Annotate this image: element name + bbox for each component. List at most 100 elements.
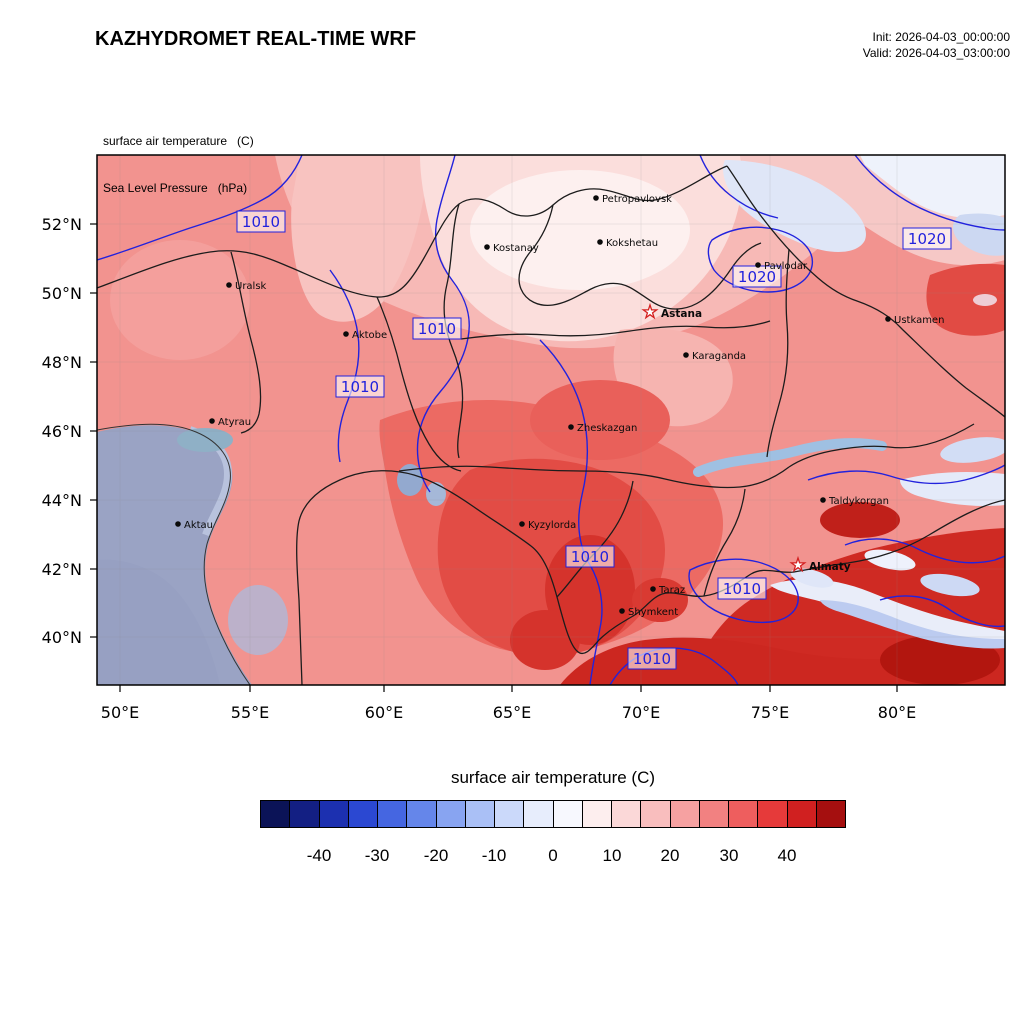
city-marker: Taldykorgan bbox=[820, 496, 889, 507]
city-dot bbox=[484, 244, 490, 250]
city-label: Zheskazgan bbox=[577, 423, 637, 434]
city-label: Uralsk bbox=[235, 281, 267, 292]
colorbar-swatch bbox=[378, 801, 408, 827]
colorbar-tick: 30 bbox=[719, 846, 739, 865]
capital-star-icon bbox=[789, 555, 807, 573]
page-title: KAZHYDROMET REAL-TIME WRF bbox=[95, 28, 417, 50]
capital-star-icon bbox=[641, 302, 659, 320]
city-marker: Pavlodar bbox=[755, 261, 808, 272]
city-marker: Aktobe bbox=[343, 330, 387, 341]
colorbar-swatch bbox=[553, 801, 583, 827]
city-marker: Karaganda bbox=[683, 351, 746, 362]
city-label: Ustkamen bbox=[894, 315, 944, 326]
isobar-contours bbox=[97, 155, 1005, 685]
colorbar-swatch bbox=[348, 801, 378, 827]
city-dot bbox=[343, 331, 349, 337]
init-label: Init: 2026-04-03_00:00:00 bbox=[872, 30, 1010, 44]
colorbar-swatch bbox=[407, 801, 437, 827]
isobar-label: 1010 bbox=[717, 577, 767, 600]
city-dot bbox=[820, 497, 826, 503]
city-marker: Aktau bbox=[175, 520, 213, 531]
city-label: Kostanay bbox=[493, 243, 539, 254]
svg-text:1020: 1020 bbox=[908, 230, 946, 248]
isobar-label: 1010 bbox=[335, 375, 385, 398]
city-dot bbox=[226, 282, 232, 288]
lat-tick-label: 44°N bbox=[42, 491, 82, 510]
city-label: Petropavlovsk bbox=[602, 194, 672, 205]
lat-tick-label: 48°N bbox=[42, 353, 82, 372]
isobar-label: 1010 bbox=[412, 317, 462, 340]
colorbar-swatch bbox=[641, 801, 671, 827]
city-label: Taldykorgan bbox=[828, 496, 889, 507]
city-marker: Taraz bbox=[650, 585, 685, 596]
city-marker: Atyrau bbox=[209, 417, 251, 428]
city-dot bbox=[597, 239, 603, 245]
svg-text:1010: 1010 bbox=[633, 650, 671, 668]
city-dot bbox=[683, 352, 689, 358]
city-marker: Kostanay bbox=[484, 243, 539, 254]
colorbar-tick: 10 bbox=[602, 846, 622, 865]
lon-tick-label: 55°E bbox=[231, 703, 269, 722]
city-label: Karaganda bbox=[692, 351, 746, 362]
colorbar-tick: 20 bbox=[660, 846, 680, 865]
colorbar-tick: -40 bbox=[306, 846, 332, 865]
city-marker: Kokshetau bbox=[597, 238, 658, 249]
lon-tick-label: 75°E bbox=[751, 703, 789, 722]
city-marker-capital: Almaty bbox=[789, 555, 851, 573]
colorbar-swatch bbox=[436, 801, 466, 827]
colorbar-swatch bbox=[699, 801, 729, 827]
city-dot bbox=[650, 586, 656, 592]
isobar-label: 1010 bbox=[627, 647, 677, 670]
colorbar-tick: -10 bbox=[481, 846, 507, 865]
isobar-labels: 1010 1020 1020 1010 1010 1010 1010 1010 bbox=[236, 210, 952, 670]
temperature-field bbox=[97, 155, 1005, 685]
svg-text:1010: 1010 bbox=[418, 320, 456, 338]
colorbar-tick: 0 bbox=[548, 846, 558, 865]
colorbar-swatches bbox=[261, 801, 845, 827]
map-frame bbox=[96, 154, 1006, 686]
lat-axis: 52°N 50°N 48°N 46°N 44°N 42°N 40°N bbox=[42, 215, 82, 647]
svg-text:1010: 1010 bbox=[341, 378, 379, 396]
lon-tick-label: 80°E bbox=[878, 703, 916, 722]
run-times: Init: 2026-04-03_00:00:00 Valid: 2026-04… bbox=[863, 30, 1010, 61]
city-label: Shymkent bbox=[628, 607, 678, 618]
colorbar-swatch bbox=[495, 801, 525, 827]
lon-tick-label: 65°E bbox=[493, 703, 531, 722]
colorbar-ticks: -40 -30 -20 -10 0 10 20 30 40 bbox=[0, 846, 1024, 870]
city-label: Taraz bbox=[658, 585, 685, 596]
lon-axis: 50°E 55°E 60°E 65°E 70°E 75°E 80°E bbox=[101, 703, 916, 722]
colorbar-swatch bbox=[582, 801, 612, 827]
city-dot bbox=[755, 262, 761, 268]
pressure-layer-label: Sea Level Pressure (hPa) bbox=[103, 180, 248, 195]
colorbar-tick: 40 bbox=[777, 846, 797, 865]
city-label: Astana bbox=[661, 308, 702, 320]
field-layer-label: surface air temperature (C) bbox=[103, 134, 254, 149]
city-dot bbox=[209, 418, 215, 424]
colorbar-title: surface air temperature (C) bbox=[450, 768, 656, 787]
city-dot bbox=[885, 316, 891, 322]
colorbar-tick: -20 bbox=[423, 846, 449, 865]
colorbar-swatch bbox=[670, 801, 700, 827]
colorbar-swatch bbox=[290, 801, 320, 827]
oblast-borders bbox=[97, 165, 1005, 685]
colorbar-tick: -30 bbox=[364, 846, 390, 865]
city-label: Aktau bbox=[184, 520, 213, 531]
svg-text:1010: 1010 bbox=[723, 580, 761, 598]
city-marker: Shymkent bbox=[619, 607, 678, 618]
lat-tick-label: 46°N bbox=[42, 422, 82, 441]
city-marker: Kyzylorda bbox=[519, 520, 576, 531]
layer-labels: surface air temperature (C) Sea Level Pr… bbox=[103, 103, 254, 212]
city-label: Almaty bbox=[809, 561, 851, 573]
city-markers: Petropavlovsk Kostanay Kokshetau Pavloda… bbox=[175, 194, 944, 618]
isobar-label: 1010 bbox=[236, 210, 286, 233]
city-dot bbox=[175, 521, 181, 527]
city-marker: Uralsk bbox=[226, 281, 267, 292]
lat-tick-label: 40°N bbox=[42, 628, 82, 647]
colorbar-swatch bbox=[816, 801, 845, 827]
city-label: Aktobe bbox=[352, 330, 387, 341]
city-marker: Ustkamen bbox=[885, 315, 944, 326]
city-dot bbox=[619, 608, 625, 614]
colorbar-swatch bbox=[758, 801, 788, 827]
colorbar-swatch bbox=[465, 801, 495, 827]
